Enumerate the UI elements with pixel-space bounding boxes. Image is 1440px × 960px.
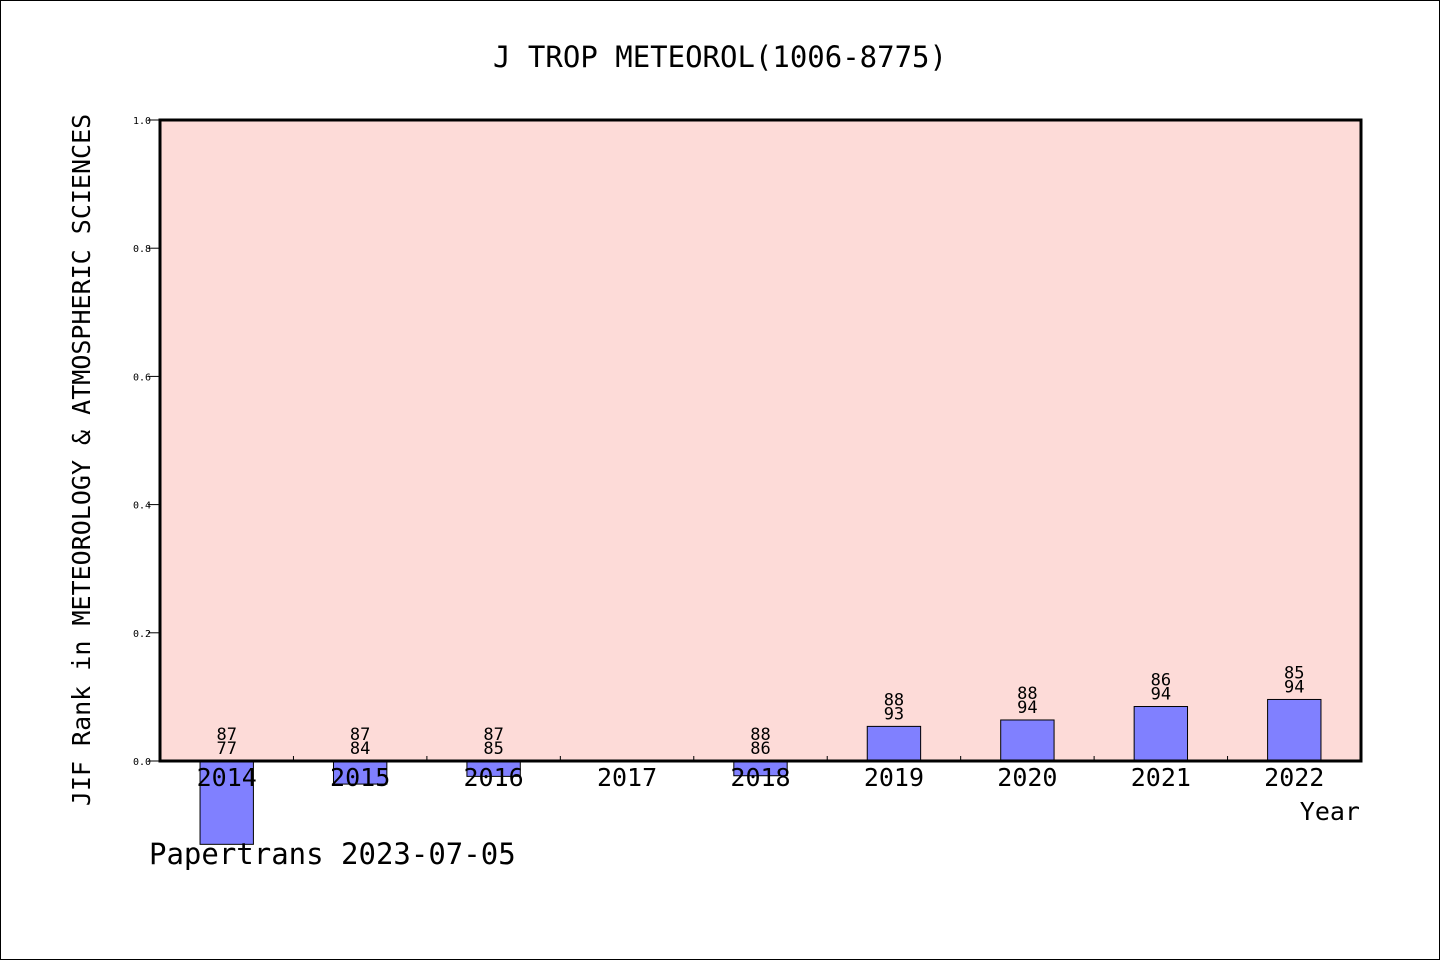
x-axis-ticks [292,756,1229,761]
x-axis-label: Year [1300,797,1360,826]
bar-2022 [1267,698,1322,762]
bar-label-bottom: 85 [483,739,503,759]
x-tick-label: 2015 [330,763,390,792]
x-tick-label: 2017 [597,763,657,792]
bar-label-top: 87 [216,725,236,745]
y-tick-label: 0.0 [133,757,151,768]
bar-label-top: 85 [1284,663,1304,683]
bar-label-bottom: 84 [350,739,370,759]
x-tick-label: 2022 [1264,763,1324,792]
bar-2021 [1133,706,1189,762]
x-tick-label: 2019 [864,763,924,792]
bar-label-bottom: 86 [750,739,770,759]
x-tick-label: 2016 [464,763,524,792]
bar-2020 [1000,719,1055,762]
y-tick-label: 0.2 [133,629,151,640]
y-axis-label: JIF Rank in METEOROLOGY & ATMOSPHERIC SC… [67,114,96,806]
bar-2014 [199,760,254,845]
bar-label-bottom: 94 [1151,685,1171,705]
bar-label-top: 88 [1017,684,1037,704]
bar-label-top: 87 [483,725,503,745]
x-tick-label: 2014 [197,763,257,792]
bar-label-top: 87 [350,725,370,745]
x-tick-label: 2020 [997,763,1057,792]
y-tick-label: 1.0 [133,116,151,127]
bar-label-top: 86 [1151,671,1171,691]
x-tick-label: 2021 [1131,763,1191,792]
plot-area [160,120,1361,761]
chart-title: J TROP METEOROL(1006-8775) [493,40,947,74]
plot-border [158,118,1363,763]
y-tick-label: 0.6 [133,372,151,383]
y-tick-label: 0.8 [133,244,151,255]
bar-label-bottom: 93 [884,704,904,724]
bar-label-bottom: 94 [1017,698,1037,718]
bars-layer [199,698,1322,845]
bar-label-bottom: 77 [216,739,236,759]
bar-label-top: 88 [750,725,770,745]
footer-credit: Papertrans 2023-07-05 [149,837,516,871]
bar-2019 [866,725,922,762]
bar-label-bottom: 94 [1284,677,1304,697]
y-axis-ticks: 0.0 0.2 0.4 0.6 0.8 1.0 [133,116,160,768]
x-tick-label: 2018 [730,763,790,792]
bar-label-top: 88 [884,690,904,710]
y-tick-label: 0.4 [133,501,151,512]
